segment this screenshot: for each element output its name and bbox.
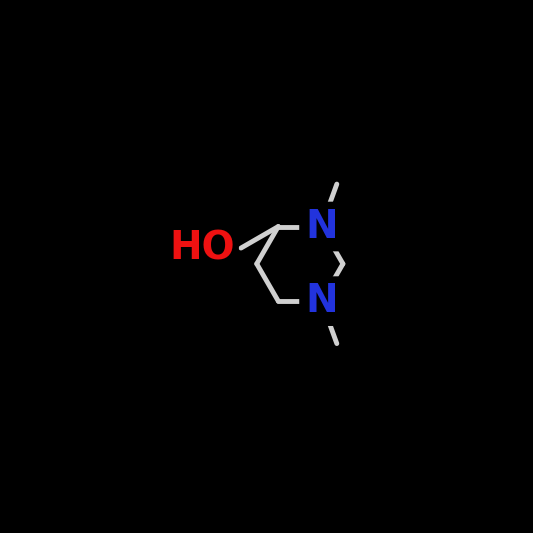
Text: HO: HO [169, 229, 235, 267]
Text: N: N [305, 282, 338, 320]
Text: N: N [305, 207, 338, 246]
